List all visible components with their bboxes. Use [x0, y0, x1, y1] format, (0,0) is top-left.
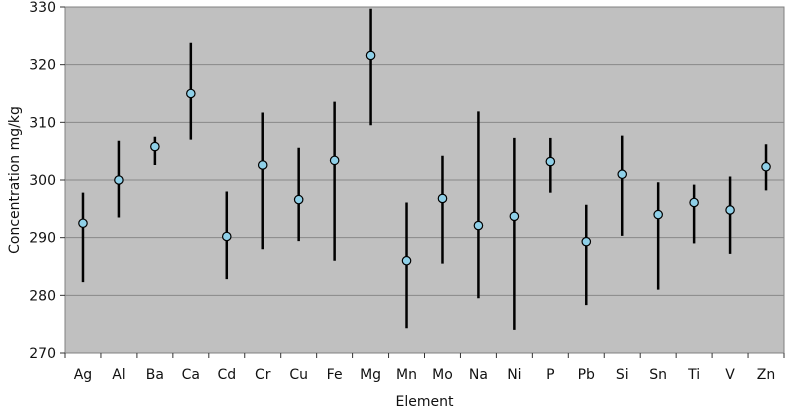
- x-tick-label-al: Al: [112, 367, 125, 383]
- x-tick-label-ti: Ti: [687, 367, 700, 383]
- data-point-cr: [257, 160, 268, 170]
- x-tick-label-cd: Cd: [217, 367, 236, 383]
- x-tick-label-ag: Ag: [74, 367, 92, 383]
- data-points: [78, 50, 771, 266]
- data-point-mn: [401, 255, 412, 266]
- x-tick-label-mg: Mg: [360, 367, 381, 383]
- data-point-sn: [653, 209, 663, 220]
- data-point-si: [617, 169, 628, 180]
- x-tick-label-na: Na: [469, 367, 488, 383]
- data-point-mg: [365, 50, 376, 61]
- x-axis-ticks: Ag Al Ba Ca Cd Cr Cu Fe Mg Mn Mo Na Ni P Pb Si Sn Ti V Zn: [64, 353, 785, 383]
- x-tick-label-cr: Cr: [255, 367, 271, 383]
- x-tick-label-fe: Fe: [327, 367, 343, 383]
- data-point-cu: [293, 194, 304, 205]
- data-point-p: [545, 156, 556, 167]
- x-tick-label-pb: Pb: [578, 367, 595, 383]
- y-tick-label: 290: [29, 231, 56, 247]
- x-tick-label-zn: Zn: [757, 367, 775, 383]
- y-tick-label: 270: [29, 346, 56, 362]
- data-point-ti: [689, 197, 699, 208]
- data-point-ca: [186, 88, 196, 99]
- x-axis-title: Element: [396, 394, 454, 410]
- grid-lines: [65, 64, 784, 296]
- x-tick-label-sn: Sn: [649, 367, 667, 383]
- y-axis-title: Concentration mg/kg: [7, 106, 23, 254]
- data-point-ag: [78, 218, 88, 229]
- data-point-ba: [150, 141, 160, 152]
- data-point-na: [473, 220, 484, 231]
- y-tick-label: 320: [29, 58, 56, 74]
- x-tick-label-p: P: [546, 367, 554, 383]
- y-tick-label: 300: [29, 173, 56, 189]
- x-tick-label-v: V: [725, 367, 735, 383]
- data-point-zn: [761, 161, 771, 172]
- data-point-pb: [581, 236, 592, 247]
- y-tick-label: 280: [29, 288, 56, 304]
- x-tick-label-mo: Mo: [432, 367, 453, 383]
- data-point-mo: [437, 193, 448, 204]
- x-tick-label-mn: Mn: [396, 367, 417, 383]
- y-tick-label: 310: [29, 115, 56, 131]
- data-point-al: [114, 175, 124, 185]
- x-tick-label-si: Si: [616, 367, 629, 383]
- data-point-cd: [221, 231, 232, 242]
- x-tick-label-cu: Cu: [289, 367, 308, 383]
- data-point-fe: [329, 155, 340, 166]
- y-axis-ticks: 270 280 290 300 310 320 330: [29, 0, 65, 362]
- x-tick-label-ba: Ba: [146, 367, 164, 383]
- y-tick-label: 330: [29, 0, 56, 16]
- data-point-ni: [509, 211, 520, 222]
- data-point-v: [725, 205, 735, 215]
- x-tick-label-ni: Ni: [507, 367, 521, 383]
- x-tick-label-ca: Ca: [182, 367, 200, 383]
